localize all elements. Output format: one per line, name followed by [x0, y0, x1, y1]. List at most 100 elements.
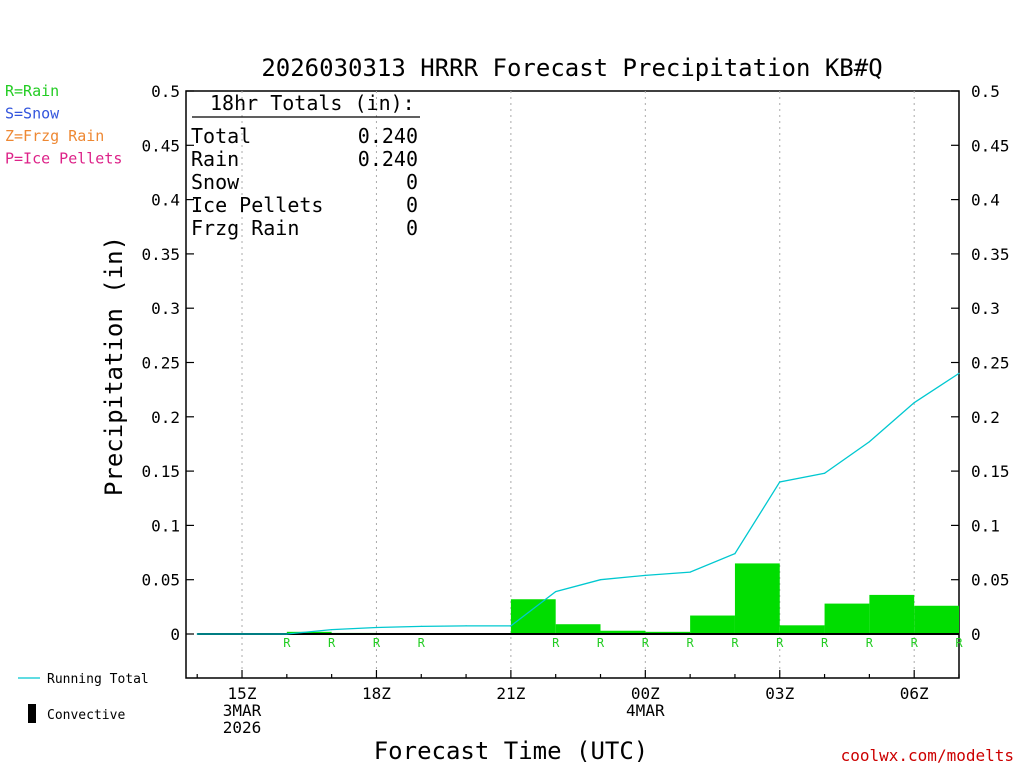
rain-bar-23	[555, 624, 601, 634]
running-total-point-29	[868, 441, 870, 443]
type-label-27: R	[776, 636, 784, 650]
y-tick-label-right-9: 0.05	[971, 571, 1010, 590]
x-tick-label-1-0: 18Z	[362, 684, 391, 703]
legend-item-1: S=Snow	[5, 105, 60, 123]
running-total-point-23	[599, 579, 602, 581]
type-label-30: R	[911, 636, 919, 650]
x-tick-label-0-1: 3MAR	[223, 701, 262, 720]
y-tick-label-left-1: 0.45	[141, 136, 180, 155]
type-label-28: R	[821, 636, 829, 650]
y-tick-label-right-4: 0.3	[971, 299, 1000, 318]
type-label-17: R	[328, 636, 336, 650]
running-total-point-20	[465, 625, 467, 627]
type-label-16: R	[283, 636, 291, 650]
rain-bar-25	[645, 631, 691, 634]
chart-title: 2026030313 HRRR Forecast Precipitation K…	[261, 54, 882, 82]
plot-frame	[185, 90, 960, 679]
convective-swatch	[28, 704, 36, 723]
running-total-point-18	[375, 626, 378, 629]
x-tick-label-4-0: 03Z	[765, 684, 794, 703]
legend-item-0: R=Rain	[5, 82, 59, 100]
rain-bar-29	[824, 603, 870, 634]
vertical-gridlines	[241, 91, 915, 678]
y-tick-label-left-0: 0.5	[151, 82, 180, 101]
rain-bar-17	[286, 631, 332, 634]
convective-legend-label: Convective	[47, 708, 125, 723]
running-total-point-21	[510, 625, 512, 627]
x-tick-label-2-0: 21Z	[496, 684, 525, 703]
y-tick-label-left-9: 0.05	[141, 571, 180, 590]
running-total-point-30	[913, 402, 915, 404]
precip-type-legend: R=Rain S=Snow Z=Frzg Rain P=Ice Pellets	[5, 82, 122, 168]
running-total-point-14	[196, 633, 198, 635]
type-label-25: R	[687, 636, 695, 650]
type-label-18: R	[373, 636, 381, 650]
y-axis-left: 0.5 0.45 0.4 0.35 0.3 0.25 0.2 0.15 0.1 0.05 0	[141, 82, 194, 644]
y-tick-label-left-8: 0.1	[151, 516, 180, 535]
running-total-line	[196, 372, 960, 635]
rain-bar-31	[914, 605, 959, 634]
running-total-point-27	[779, 481, 781, 483]
running-total-polyline	[197, 372, 960, 635]
running-total-point-26	[734, 553, 736, 555]
totals-label-1: Rain	[191, 147, 239, 171]
type-label-29: R	[866, 636, 874, 650]
running-total-point-19	[420, 625, 422, 627]
totals-box: 18hr Totals (in): Total 0.240 Rain 0.240 Sno…	[191, 91, 420, 240]
totals-value-1: 0.240	[358, 147, 418, 171]
running-total-point-25	[689, 571, 691, 573]
y-tick-label-right-1: 0.45	[971, 136, 1010, 155]
type-label-22: R	[552, 636, 560, 650]
totals-value-0: 0.240	[358, 124, 418, 148]
y-tick-label-right-10: 0	[971, 625, 981, 644]
totals-value-3: 0	[406, 193, 418, 217]
running-total-point-22	[555, 591, 557, 593]
x-tick-label-0-0: 15Z	[228, 684, 257, 703]
y-axis-title: Precipitation (in)	[100, 236, 128, 496]
y-tick-label-right-7: 0.15	[971, 462, 1010, 481]
totals-header: 18hr Totals (in):	[210, 91, 415, 115]
type-label-19: R	[418, 636, 426, 650]
y-tick-label-left-5: 0.25	[141, 354, 180, 373]
source-credit: coolwx.com/modelts	[841, 746, 1014, 765]
rain-bar-22	[510, 599, 556, 634]
y-tick-label-right-6: 0.2	[971, 408, 1000, 427]
y-tick-label-right-5: 0.25	[971, 354, 1010, 373]
x-tick-label-3-0: 00Z	[631, 684, 660, 703]
rain-bar-26	[690, 615, 735, 634]
y-tick-label-left-7: 0.15	[141, 462, 180, 481]
y-axis-right: 0.5 0.45 0.4 0.35 0.3 0.25 0.2 0.15 0.1 0.05 0	[951, 82, 1010, 644]
running-total-point-28	[823, 472, 826, 474]
running-total-legend-label: Running Total	[47, 672, 149, 687]
rain-bar-30	[869, 594, 915, 634]
totals-label-2: Snow	[191, 170, 240, 194]
y-tick-label-left-3: 0.35	[141, 245, 180, 264]
type-label-31: R	[955, 636, 963, 650]
x-tick-label-3-1: 4MAR	[626, 701, 665, 720]
y-tick-label-right-2: 0.4	[971, 191, 1000, 210]
rain-bar-27	[734, 563, 780, 634]
totals-value-2: 0	[406, 170, 418, 194]
y-tick-label-right-3: 0.35	[971, 245, 1010, 264]
legend-item-3: P=Ice Pellets	[5, 150, 122, 168]
y-tick-label-right-8: 0.1	[971, 516, 1000, 535]
y-tick-label-left-2: 0.4	[151, 191, 180, 210]
rain-bar-24	[600, 630, 646, 634]
y-tick-label-left-4: 0.3	[151, 299, 180, 318]
totals-label-0: Total	[191, 124, 251, 148]
bottom-legend: Running Total Convective	[18, 672, 149, 723]
legend-item-2: Z=Frzg Rain	[5, 127, 104, 145]
rain-bars	[286, 563, 959, 634]
running-total-point-15	[241, 633, 243, 635]
type-label-26: R	[731, 636, 739, 650]
y-tick-label-right-0: 0.5	[971, 82, 1000, 101]
running-total-point-24	[644, 574, 646, 576]
running-total-point-17	[331, 629, 333, 631]
totals-label-3: Ice Pellets	[191, 193, 323, 217]
running-total-point-16	[286, 633, 288, 635]
x-tick-label-0-2: 2026	[223, 718, 262, 737]
y-tick-label-left-10: 0	[170, 625, 180, 644]
